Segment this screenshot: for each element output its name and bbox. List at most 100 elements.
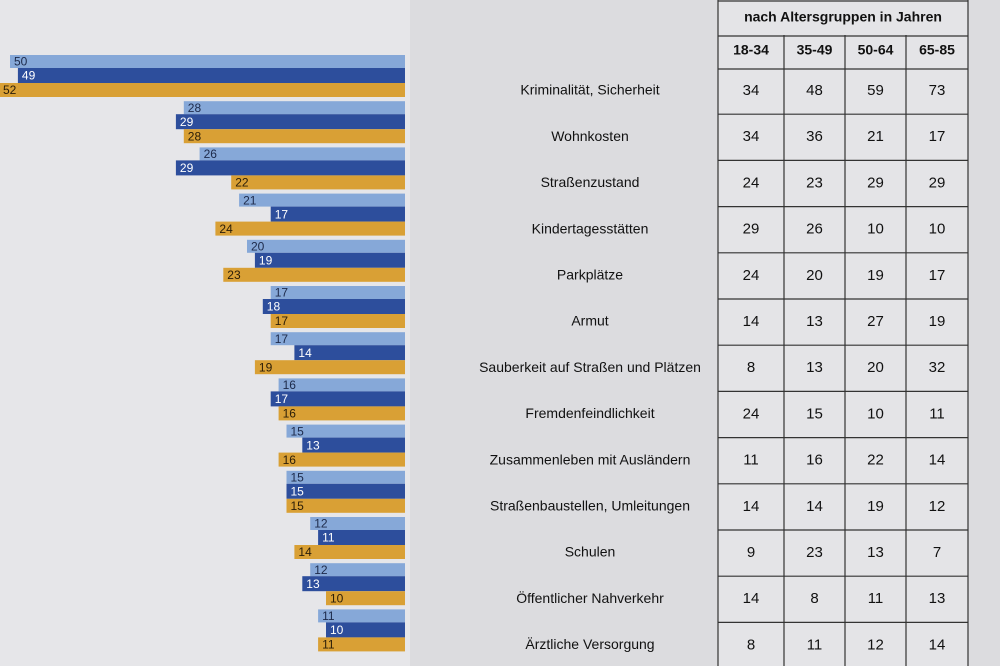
category-label: Öffentlicher Nahverkehr [516,589,664,606]
category-label: Armut [571,313,608,329]
bar-value-label: 28 [188,129,202,143]
bar-value-label: 20 [251,239,265,253]
bar [199,147,405,161]
bar-value-label: 10 [330,591,344,605]
table-cell: 11 [807,636,823,653]
bar-value-label: 13 [306,577,320,591]
bar-value-label: 17 [275,207,289,221]
bar [286,498,405,513]
table-cell: 36 [806,128,823,145]
table-cell: 26 [806,221,823,238]
table-cell: 8 [747,636,755,653]
table-cell: 19 [929,313,946,330]
column-header: 50-64 [858,42,894,58]
bar [278,406,405,421]
bar [175,160,405,176]
bar-value-label: 29 [180,161,194,175]
bar [247,239,405,253]
table-cell: 14 [929,636,946,653]
table-cell: 23 [806,174,823,191]
bar [0,83,405,97]
table-cell: 48 [806,82,823,99]
column-header: 65-85 [919,42,955,58]
bar-value-label: 29 [180,115,194,129]
table-cell: 24 [743,174,760,191]
table-cell: 19 [867,267,884,284]
table-cell: 12 [867,636,884,653]
category-label: Parkplätze [557,267,623,283]
table-cell: 14 [743,590,760,607]
category-label: Straßenbaustellen, Umleitungen [490,498,690,514]
table-cell: 12 [929,498,946,515]
bar-value-label: 16 [283,453,297,467]
bar-value-label: 14 [298,346,312,360]
bar-value-label: 13 [306,438,320,452]
bar-value-label: 21 [243,193,257,207]
bar-value-label: 23 [227,268,241,282]
table-cell: 73 [929,82,946,99]
bar-value-label: 12 [314,517,328,531]
table-cell: 29 [743,221,760,238]
table-cell: 14 [929,452,946,469]
bar-value-label: 17 [275,332,289,346]
bar [286,470,405,484]
table-cell: 22 [867,452,884,469]
table-cell: 13 [867,544,884,561]
category-label: Straßenzustand [541,174,640,190]
bar [215,221,405,236]
table-cell: 11 [743,452,759,469]
bar [270,206,405,222]
table-cell: 10 [867,405,884,422]
bar [302,437,405,453]
bar-value-label: 24 [219,222,233,236]
column-header: 18-34 [733,42,769,58]
table-cell: 14 [806,498,823,515]
bar-value-label: 19 [259,253,273,267]
bar [262,299,405,314]
bar [175,114,405,130]
table-cell: 59 [867,82,884,99]
bar-value-label: 17 [275,286,289,300]
table-cell: 23 [806,544,823,561]
bar [318,609,405,623]
bar-value-label: 26 [204,147,218,161]
table-cell: 10 [867,221,884,238]
table-cell: 15 [806,405,823,422]
table-cell: 29 [929,174,946,191]
bar [286,483,405,499]
bar-value-label: 49 [22,69,36,83]
bar [310,517,405,530]
bar [270,286,405,299]
bar-value-label: 17 [275,314,289,328]
bar [326,591,405,606]
bar [254,360,405,375]
bar [278,452,405,467]
table-cell: 21 [867,128,884,145]
table-cell: 27 [867,313,884,330]
table-cell: 14 [743,313,760,330]
bar-value-label: 18 [267,300,281,314]
table-cell: 8 [810,590,818,607]
bar-value-label: 11 [322,638,335,652]
table-title: nach Altersgruppen in Jahren [744,9,942,25]
bar-value-label: 15 [291,499,305,513]
category-label: Zusammenleben mit Ausländern [490,451,691,467]
category-label: Wohnkosten [551,128,629,144]
table-cell: 34 [743,82,760,99]
category-label: Schulen [565,544,616,560]
table-cell: 20 [806,267,823,284]
table-cell: 8 [747,359,755,376]
category-label: Kriminalität, Sicherheit [520,82,659,98]
bar [231,175,405,190]
table-cell: 17 [929,128,946,145]
table-cell: 7 [933,544,941,561]
bar [270,391,405,407]
table-cell: 9 [747,544,755,561]
bar [318,530,405,545]
bar [302,576,405,592]
table-cell: 10 [929,221,946,238]
bar [183,129,405,144]
bar-value-label: 16 [283,407,297,421]
table-cell: 13 [806,359,823,376]
